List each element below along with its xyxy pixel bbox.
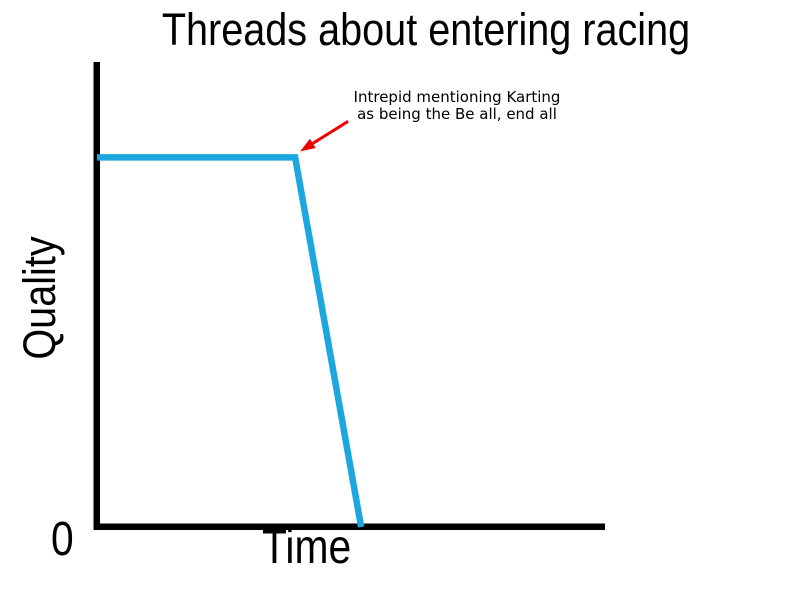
x-axis	[93, 523, 605, 530]
origin-tick-label: 0	[51, 513, 74, 566]
chart-title: Threads about entering racing	[161, 4, 691, 55]
y-axis	[93, 62, 100, 530]
annotation-arrow-icon	[300, 120, 349, 152]
annotation-text: Intrepid mentioning Karting as being the…	[354, 89, 561, 123]
x-axis-label: Time	[262, 521, 352, 574]
annotation-line2: as being the Be all, end all	[357, 105, 557, 123]
quality-line	[97, 154, 365, 528]
annotation-line1: Intrepid mentioning Karting	[353, 88, 561, 106]
arrow-shaft	[312, 120, 349, 145]
arrow-head	[300, 138, 316, 152]
